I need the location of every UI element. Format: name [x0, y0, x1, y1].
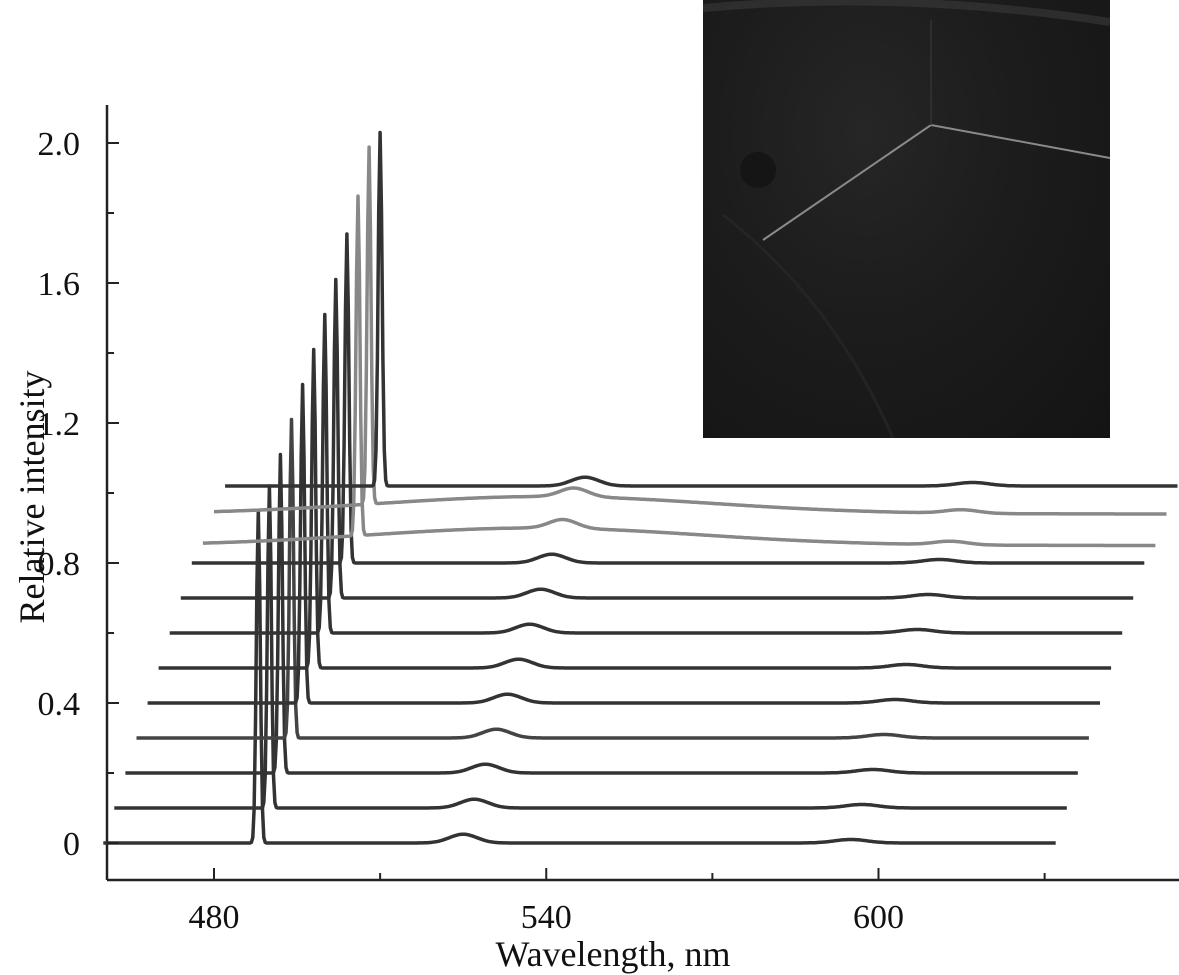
series-layer	[102, 130, 1178, 845]
inset-micrograph	[703, 0, 1110, 438]
spectrum-trace-12	[224, 130, 1178, 488]
spectrum-trace-7	[169, 312, 1123, 635]
spectrum-trace-3	[125, 452, 1079, 775]
y-tick-label: 1.2	[38, 406, 81, 443]
y-axis-label: Relative intensity	[12, 371, 52, 624]
x-axis-label: Wavelength, nm	[495, 934, 730, 974]
y-tick-label: 1.6	[38, 266, 81, 303]
y-tick-label: 0.4	[38, 686, 81, 723]
spectrum-trace-9	[191, 232, 1145, 565]
x-tick-label: 480	[189, 899, 240, 936]
x-tick-label: 540	[521, 899, 572, 936]
y-tick-label: 2.0	[38, 126, 81, 163]
spectrum-trace-11	[213, 145, 1167, 516]
spectrum-trace-2	[113, 484, 1068, 810]
y-tick-label: 0.8	[38, 546, 81, 583]
spectrum-trace-1	[102, 508, 1057, 845]
spectrum-trace-10	[202, 194, 1156, 548]
spectrum-trace-6	[158, 347, 1112, 670]
spectrum-trace-4	[136, 417, 1090, 740]
y-tick-label: 0	[63, 826, 80, 863]
spectrum-trace-5	[147, 382, 1101, 705]
x-tick-label: 600	[853, 899, 904, 936]
ticks-layer: 0 0.4 0.8 1.2 1.6 2.0 480 540 600	[38, 126, 1046, 936]
